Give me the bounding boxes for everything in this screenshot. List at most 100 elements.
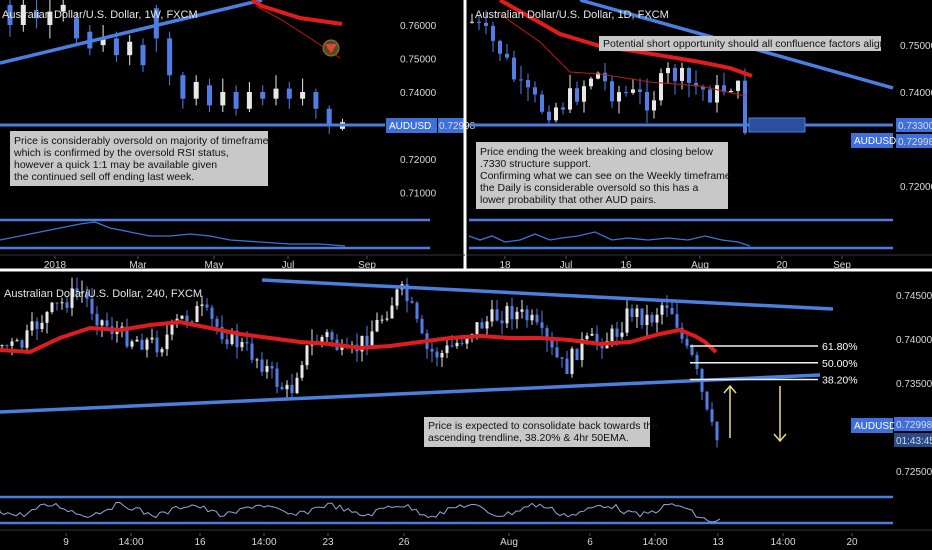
h4-candle bbox=[200, 295, 204, 317]
daily-candle bbox=[491, 21, 495, 53]
daily-candle bbox=[589, 76, 593, 90]
daily-candle bbox=[575, 81, 579, 106]
daily-candle bbox=[736, 80, 740, 99]
x-tick-label: 20 bbox=[846, 537, 858, 548]
daily-candle bbox=[729, 88, 733, 93]
h4-candle bbox=[590, 327, 594, 336]
daily-price-tag: 0.72998 bbox=[898, 137, 932, 148]
h4-x-axis: 9 14:00 16 14:00 23 26 Aug 6 14:00 13 14:00 20 bbox=[63, 533, 858, 548]
daily-title: Australian Dollar/U.S. Dollar, 1D, FXCM bbox=[475, 9, 669, 21]
h4-candle bbox=[515, 307, 519, 329]
daily-level-tag: 0.73300 bbox=[898, 121, 932, 132]
y-tick-label: 0.74500 bbox=[896, 291, 932, 302]
weekly-price-tag: 0.72998 bbox=[439, 121, 476, 132]
x-tick-label: May bbox=[205, 260, 224, 271]
y-tick-label: 0.72000 bbox=[400, 155, 437, 166]
daily-candle bbox=[673, 64, 677, 95]
daily-rsi-panel bbox=[468, 218, 893, 250]
weekly-candle bbox=[326, 105, 332, 134]
h4-candle bbox=[295, 372, 299, 395]
h4-fib-levels[interactable]: 61.80% 50.00% 38.20% bbox=[690, 341, 858, 386]
daily-candle bbox=[638, 78, 642, 105]
daily-callout-box bbox=[599, 36, 881, 51]
h4-descending-trendline[interactable] bbox=[261, 278, 834, 311]
h4-candle bbox=[255, 357, 259, 369]
x-tick-label: 14:00 bbox=[118, 537, 143, 548]
weekly-y-axis: 0.76000 0.75000 0.74000 0.72000 0.71000 0.729… bbox=[400, 21, 476, 200]
h4-candle bbox=[240, 337, 244, 352]
h4-candle bbox=[685, 334, 689, 349]
y-tick-label: 0.72500 bbox=[896, 467, 932, 478]
daily-candle bbox=[687, 66, 691, 98]
daily-candle bbox=[596, 71, 600, 80]
daily-candle bbox=[526, 73, 530, 102]
y-tick-label: 0.75000 bbox=[900, 41, 932, 52]
h4-note-text: Price is expected to consolidate back to… bbox=[428, 420, 661, 444]
h4-candle bbox=[650, 312, 654, 327]
h4-chart-panel[interactable]: 61.80% 50.00% 38.20% Price is expected to … bbox=[0, 277, 932, 548]
h4-candle bbox=[280, 382, 284, 391]
weekly-candle bbox=[153, 4, 159, 52]
x-tick-label: 6 bbox=[587, 537, 593, 548]
daily-candle bbox=[561, 102, 565, 115]
daily-candle bbox=[547, 105, 551, 124]
daily-note-box bbox=[476, 142, 728, 209]
h4-candle bbox=[0, 344, 4, 349]
daily-target-zone[interactable] bbox=[748, 117, 806, 133]
h4-candle bbox=[480, 318, 484, 329]
daily-candle bbox=[505, 44, 509, 60]
h4-candle bbox=[620, 321, 624, 340]
y-tick-label: 0.75000 bbox=[400, 55, 437, 66]
h4-fib-arrows bbox=[723, 384, 787, 443]
h4-candle bbox=[675, 302, 679, 330]
h4-candle bbox=[455, 337, 459, 349]
daily-candle bbox=[659, 68, 663, 106]
h4-candle bbox=[655, 308, 659, 333]
y-tick-label: 0.76000 bbox=[400, 21, 437, 32]
daily-x-axis: 18 Jul 16 Aug 20 Sep bbox=[499, 256, 851, 271]
h4-candle bbox=[565, 350, 569, 375]
weekly-chart-panel[interactable]: Price is considerably oversold on majori… bbox=[0, 0, 476, 271]
weekly-title: Australian Dollar/U.S. Dollar, 1W, FXCM bbox=[2, 9, 198, 21]
h4-candle bbox=[575, 348, 579, 361]
x-tick-label: 2018 bbox=[44, 260, 67, 271]
daily-candle bbox=[540, 90, 544, 115]
daily-candle bbox=[512, 50, 516, 82]
daily-symbol-tag bbox=[851, 133, 893, 148]
h4-symbol-tag bbox=[851, 418, 893, 433]
h4-candle bbox=[260, 352, 264, 376]
h4-candle bbox=[270, 361, 274, 379]
h4-candle bbox=[560, 357, 564, 368]
daily-candle bbox=[533, 81, 537, 103]
h4-candle bbox=[435, 347, 439, 367]
weekly-candle bbox=[207, 78, 212, 113]
h4-candle bbox=[385, 311, 389, 322]
weekly-candle bbox=[74, 11, 79, 46]
weekly-trendline[interactable] bbox=[0, 0, 263, 65]
h4-candle bbox=[530, 309, 534, 325]
h4-candle bbox=[235, 323, 239, 359]
h4-candle bbox=[525, 305, 529, 328]
daily-candles bbox=[470, 10, 747, 136]
h4-candle bbox=[485, 316, 489, 336]
daily-chart-panel[interactable]: Potential short opportunity should all c… bbox=[468, 0, 932, 271]
x-tick-label: Sep bbox=[833, 260, 851, 271]
h4-candle bbox=[300, 360, 304, 381]
h4-candle bbox=[205, 298, 209, 311]
h4-candle bbox=[710, 402, 714, 426]
daily-candle bbox=[610, 76, 614, 108]
h4-candle bbox=[645, 304, 649, 337]
h4-ascending-trendline[interactable] bbox=[0, 373, 821, 414]
h4-ema bbox=[0, 319, 718, 355]
h4-candle bbox=[505, 302, 509, 328]
h4-rsi-panel bbox=[0, 495, 893, 525]
h4-candle bbox=[445, 338, 449, 359]
h4-candle bbox=[55, 302, 59, 311]
h4-candle bbox=[60, 297, 64, 310]
h4-candle bbox=[165, 323, 169, 356]
weekly-candle bbox=[60, 0, 66, 22]
h4-candle bbox=[395, 287, 399, 310]
h4-candle bbox=[115, 321, 119, 343]
h4-candle bbox=[30, 312, 34, 336]
h4-candle bbox=[70, 277, 74, 316]
